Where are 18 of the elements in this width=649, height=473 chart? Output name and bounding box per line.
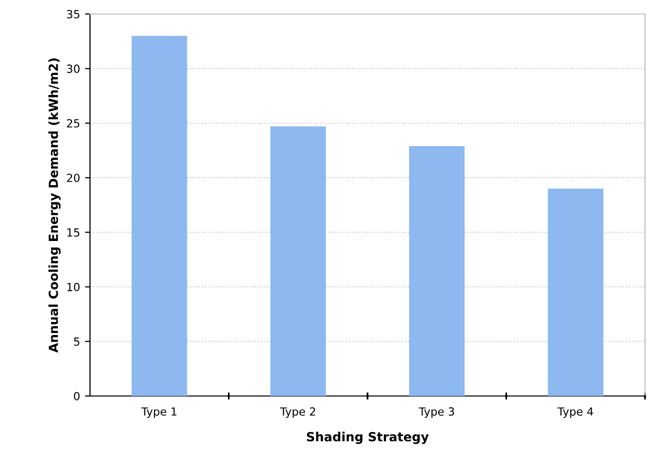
bar bbox=[548, 188, 604, 396]
y-tick-label: 15 bbox=[67, 228, 80, 237]
y-tick-label: 10 bbox=[67, 282, 80, 292]
bar bbox=[132, 36, 188, 396]
x-tick-label: Type 2 bbox=[280, 407, 316, 418]
y-axis-title: Annual Cooling Energy Demand (kWh/m2) bbox=[48, 58, 61, 353]
x-tick-label: Type 3 bbox=[418, 407, 454, 418]
bar bbox=[409, 146, 465, 396]
y-tick-label: 20 bbox=[66, 174, 80, 182]
x-tick-label: Type 4 bbox=[558, 407, 594, 418]
y-tick-label: 30 bbox=[66, 64, 80, 73]
y-tick-label: 5 bbox=[74, 338, 80, 346]
y-tick-label: 25 bbox=[66, 119, 80, 128]
x-tick-label: Type 1 bbox=[141, 407, 176, 418]
x-axis-title: Shading Strategy bbox=[306, 432, 429, 444]
y-tick-label: 0 bbox=[74, 392, 80, 400]
bar bbox=[270, 126, 326, 396]
y-tick-label: 35 bbox=[66, 10, 80, 18]
